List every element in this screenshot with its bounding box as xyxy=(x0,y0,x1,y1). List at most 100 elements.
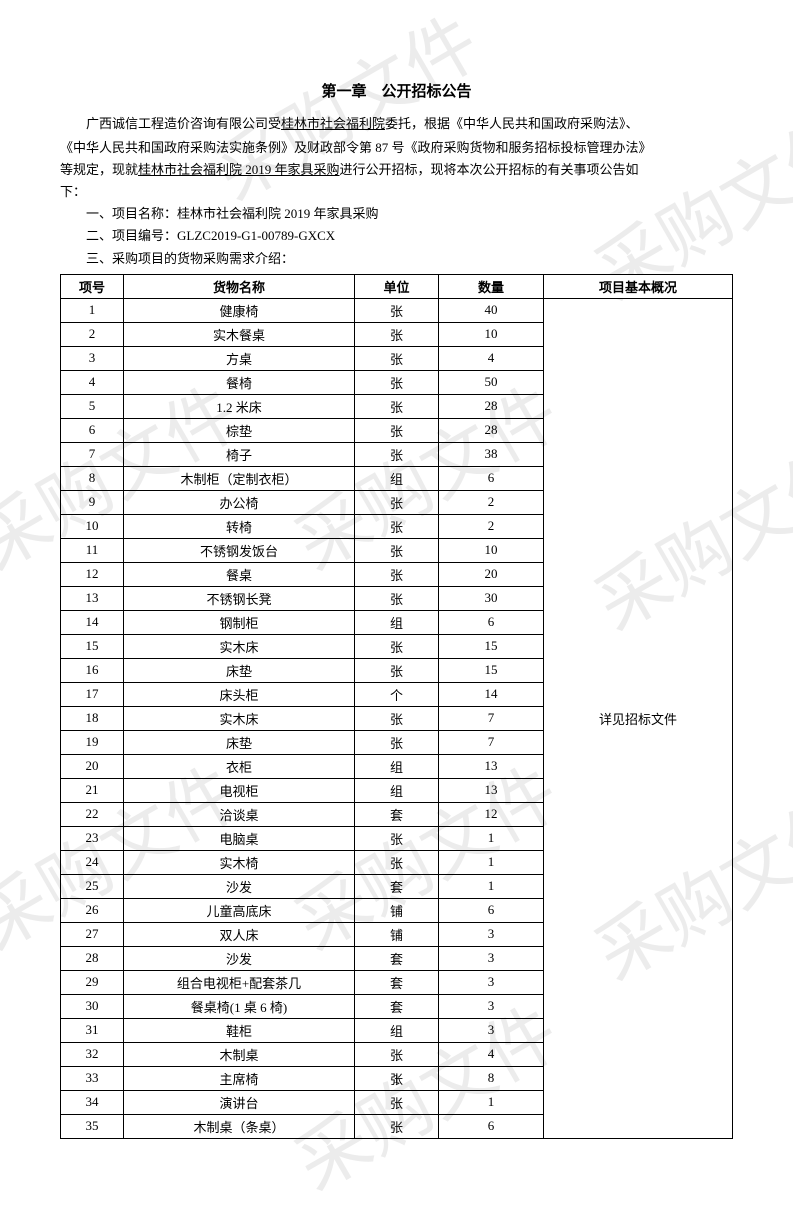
cell-unit: 套 xyxy=(355,994,439,1018)
cell-qty: 14 xyxy=(439,682,544,706)
goods-table: 项号 货物名称 单位 数量 项目基本概况 1健康椅张40详见招标文件2实木餐桌张… xyxy=(60,274,733,1139)
cell-seq: 24 xyxy=(61,850,124,874)
entrust-entity: 桂林市社会福利院 xyxy=(281,116,385,131)
header-unit: 单位 xyxy=(355,274,439,298)
cell-name: 实木餐桌 xyxy=(124,322,355,346)
cell-unit: 张 xyxy=(355,850,439,874)
cell-unit: 张 xyxy=(355,706,439,730)
cell-seq: 29 xyxy=(61,970,124,994)
document-content: 第一章 公开招标公告 广西诚信工程造价咨询有限公司受桂林市社会福利院委托，根据《… xyxy=(60,80,733,1139)
cell-qty: 6 xyxy=(439,466,544,490)
cell-unit: 张 xyxy=(355,418,439,442)
cell-unit: 个 xyxy=(355,682,439,706)
cell-name: 主席椅 xyxy=(124,1066,355,1090)
cell-qty: 13 xyxy=(439,778,544,802)
cell-qty: 7 xyxy=(439,730,544,754)
cell-unit: 张 xyxy=(355,1042,439,1066)
cell-qty: 6 xyxy=(439,610,544,634)
cell-name: 健康椅 xyxy=(124,298,355,322)
cell-unit: 张 xyxy=(355,346,439,370)
cell-seq: 34 xyxy=(61,1090,124,1114)
cell-name: 沙发 xyxy=(124,874,355,898)
cell-name: 沙发 xyxy=(124,946,355,970)
cell-seq: 15 xyxy=(61,634,124,658)
cell-name: 儿童高底床 xyxy=(124,898,355,922)
cell-seq: 14 xyxy=(61,610,124,634)
cell-name: 椅子 xyxy=(124,442,355,466)
cell-seq: 19 xyxy=(61,730,124,754)
cell-unit: 张 xyxy=(355,634,439,658)
procurement-intro-item: 三、采购项目的货物采购需求介绍： xyxy=(60,248,733,270)
cell-qty: 3 xyxy=(439,994,544,1018)
intro-text: 委托，根据《中华人民共和国政府采购法》、 xyxy=(385,116,639,131)
cell-unit: 套 xyxy=(355,802,439,826)
cell-seq: 28 xyxy=(61,946,124,970)
header-seq: 项号 xyxy=(61,274,124,298)
cell-seq: 11 xyxy=(61,538,124,562)
cell-seq: 27 xyxy=(61,922,124,946)
cell-name: 演讲台 xyxy=(124,1090,355,1114)
header-remark: 项目基本概况 xyxy=(544,274,733,298)
cell-qty: 3 xyxy=(439,946,544,970)
cell-name: 木制柜（定制衣柜） xyxy=(124,466,355,490)
cell-qty: 15 xyxy=(439,658,544,682)
cell-unit: 套 xyxy=(355,946,439,970)
cell-seq: 1 xyxy=(61,298,124,322)
cell-unit: 组 xyxy=(355,778,439,802)
cell-name: 木制桌 xyxy=(124,1042,355,1066)
cell-qty: 50 xyxy=(439,370,544,394)
cell-seq: 25 xyxy=(61,874,124,898)
cell-unit: 张 xyxy=(355,298,439,322)
cell-unit: 铺 xyxy=(355,922,439,946)
cell-name: 餐椅 xyxy=(124,370,355,394)
cell-unit: 张 xyxy=(355,538,439,562)
cell-name: 组合电视柜+配套茶几 xyxy=(124,970,355,994)
cell-name: 电视柜 xyxy=(124,778,355,802)
cell-seq: 20 xyxy=(61,754,124,778)
cell-qty: 2 xyxy=(439,490,544,514)
cell-unit: 组 xyxy=(355,1018,439,1042)
cell-unit: 组 xyxy=(355,610,439,634)
cell-seq: 6 xyxy=(61,418,124,442)
cell-qty: 40 xyxy=(439,298,544,322)
intro-paragraph-line4: 下： xyxy=(60,181,733,203)
cell-unit: 张 xyxy=(355,562,439,586)
intro-text: 进行公开招标，现将本次公开招标的有关事项公告如 xyxy=(340,162,639,177)
intro-paragraph-line3: 等规定，现就桂林市社会福利院 2019 年家具采购进行公开招标，现将本次公开招标… xyxy=(60,159,733,181)
cell-qty: 1 xyxy=(439,850,544,874)
cell-seq: 8 xyxy=(61,466,124,490)
cell-seq: 18 xyxy=(61,706,124,730)
cell-name: 双人床 xyxy=(124,922,355,946)
cell-unit: 组 xyxy=(355,754,439,778)
cell-qty: 10 xyxy=(439,538,544,562)
cell-name: 鞋柜 xyxy=(124,1018,355,1042)
cell-qty: 3 xyxy=(439,1018,544,1042)
cell-name: 实木床 xyxy=(124,706,355,730)
cell-qty: 28 xyxy=(439,418,544,442)
table-row: 1健康椅张40详见招标文件 xyxy=(61,298,733,322)
cell-seq: 17 xyxy=(61,682,124,706)
cell-qty: 15 xyxy=(439,634,544,658)
cell-name: 床垫 xyxy=(124,730,355,754)
cell-name: 转椅 xyxy=(124,514,355,538)
cell-name: 办公椅 xyxy=(124,490,355,514)
cell-seq: 30 xyxy=(61,994,124,1018)
project-number-item: 二、项目编号：GLZC2019-G1-00789-GXCX xyxy=(60,225,733,247)
cell-unit: 张 xyxy=(355,442,439,466)
cell-name: 1.2 米床 xyxy=(124,394,355,418)
cell-qty: 1 xyxy=(439,1090,544,1114)
cell-qty: 10 xyxy=(439,322,544,346)
cell-seq: 32 xyxy=(61,1042,124,1066)
cell-seq: 12 xyxy=(61,562,124,586)
header-qty: 数量 xyxy=(439,274,544,298)
cell-unit: 张 xyxy=(355,370,439,394)
cell-unit: 组 xyxy=(355,466,439,490)
cell-qty: 4 xyxy=(439,346,544,370)
cell-unit: 张 xyxy=(355,826,439,850)
cell-qty: 4 xyxy=(439,1042,544,1066)
cell-name: 不锈钢发饭台 xyxy=(124,538,355,562)
cell-unit: 张 xyxy=(355,514,439,538)
intro-paragraph-line2: 《中华人民共和国政府采购法实施条例》及财政部令第 87 号《政府采购货物和服务招… xyxy=(60,137,733,159)
cell-seq: 26 xyxy=(61,898,124,922)
cell-qty: 12 xyxy=(439,802,544,826)
